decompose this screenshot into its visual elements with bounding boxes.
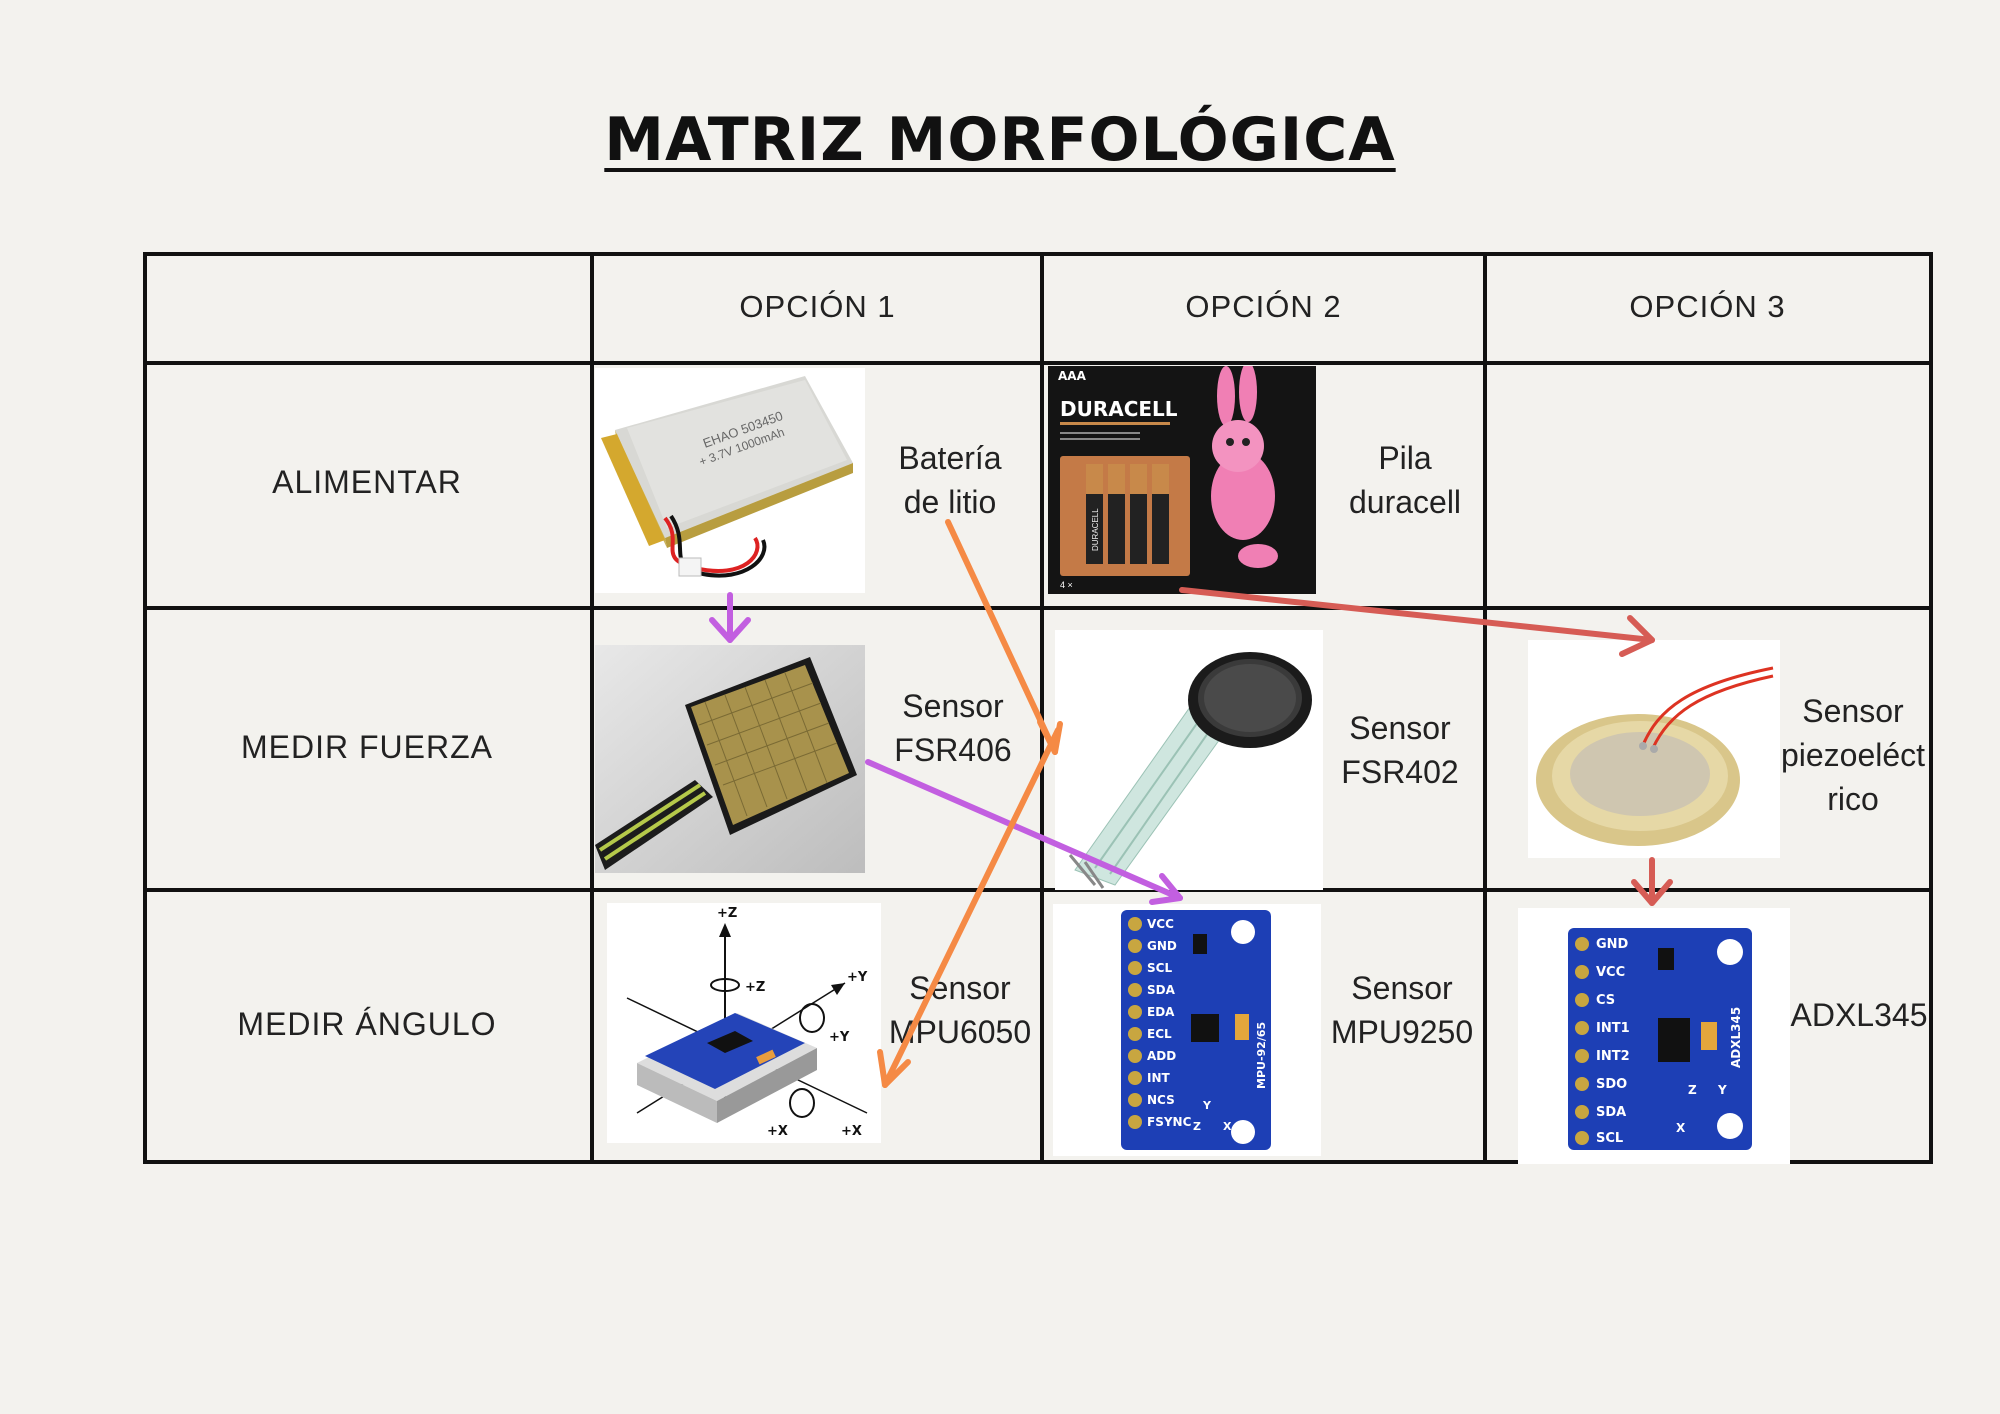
- svg-text:4 ×: 4 ×: [1060, 580, 1073, 590]
- caption-line: Sensor: [1351, 970, 1453, 1006]
- caption-line: FSR406: [894, 732, 1012, 768]
- column-divider: [1483, 256, 1487, 1160]
- column-header-option-1: OPCIÓN 1: [739, 289, 896, 324]
- caption-line: FSR402: [1341, 754, 1459, 790]
- svg-text:Z: Z: [1193, 1120, 1201, 1133]
- svg-text:Z: Z: [1688, 1083, 1697, 1097]
- svg-text:SCL: SCL: [1147, 961, 1172, 975]
- svg-text:+Y: +Y: [847, 970, 868, 985]
- lithium-battery-image: EHAO 503450 + 3.7V 1000mAh: [595, 368, 865, 593]
- caption-pila-duracell: Pila duracell: [1320, 430, 1490, 530]
- svg-text:MPU-92/65: MPU-92/65: [1255, 1022, 1268, 1089]
- svg-text:AAA: AAA: [1058, 369, 1087, 383]
- adxl345-sensor-image: GND VCC CS INT1 INT2 SDO SDA SCL ADXL345…: [1518, 908, 1790, 1164]
- caption-line: duracell: [1348, 484, 1462, 520]
- svg-text:SDO: SDO: [1596, 1077, 1627, 1092]
- caption-line: Sensor: [1349, 710, 1451, 746]
- fsr402-sensor-image: [1055, 630, 1323, 890]
- column-divider: [1040, 256, 1044, 1160]
- caption-line: ADXL345: [1790, 997, 1928, 1033]
- svg-text:GND: GND: [1147, 939, 1177, 953]
- row-label-medir-fuerza: MEDIR FUERZA: [241, 728, 493, 765]
- column-header-option-2: OPCIÓN 2: [1185, 289, 1342, 324]
- svg-text:ADD: ADD: [1147, 1049, 1176, 1063]
- svg-text:+X: +X: [767, 1124, 788, 1139]
- svg-text:CS: CS: [1596, 993, 1615, 1008]
- caption-line: Pila: [1378, 440, 1432, 476]
- svg-text:X: X: [1676, 1121, 1686, 1135]
- caption-line: Batería: [898, 440, 1002, 476]
- svg-text:ECL: ECL: [1147, 1027, 1172, 1041]
- svg-text:SDA: SDA: [1596, 1105, 1626, 1120]
- caption-line: rico: [1827, 781, 1879, 817]
- duracell-pack-image: AAA DURACELL DURACELL 4 ×: [1048, 366, 1316, 594]
- svg-text:SCL: SCL: [1596, 1131, 1623, 1146]
- row-divider: [147, 361, 1929, 365]
- row-label-alimentar: ALIMENTAR: [272, 464, 462, 500]
- caption-adxl345: ADXL345: [1784, 975, 1934, 1055]
- svg-text:Y: Y: [1717, 1083, 1727, 1097]
- caption-line: Sensor: [909, 970, 1011, 1006]
- svg-text:EDA: EDA: [1147, 1005, 1175, 1019]
- mpu9250-sensor-image: VCC GND SCL SDA EDA ECL ADD INT NCS FSYN…: [1053, 904, 1321, 1156]
- svg-text:+X: +X: [841, 1124, 862, 1139]
- caption-sensor-fsr406: Sensor FSR406: [868, 678, 1038, 778]
- caption-sensor-mpu9250: Sensor MPU9250: [1318, 960, 1486, 1060]
- caption-sensor-piezoelectrico: Sensor piezoeléct rico: [1778, 685, 1928, 825]
- caption-line: MPU9250: [1330, 1014, 1474, 1050]
- caption-line: de litio: [903, 484, 997, 520]
- svg-text:NCS: NCS: [1147, 1093, 1175, 1107]
- caption-sensor-mpu6050: Sensor MPU6050: [880, 960, 1040, 1060]
- svg-text:+Z: +Z: [717, 906, 737, 921]
- svg-text:X: X: [1223, 1120, 1232, 1133]
- svg-text:VCC: VCC: [1596, 965, 1625, 980]
- svg-text:GND: GND: [1596, 937, 1629, 952]
- svg-text:INT1: INT1: [1596, 1021, 1630, 1036]
- svg-text:SDA: SDA: [1147, 983, 1176, 997]
- caption-bateria-litio: Batería de litio: [870, 430, 1030, 530]
- svg-text:VCC: VCC: [1147, 917, 1174, 931]
- svg-text:DURACELL: DURACELL: [1091, 508, 1100, 551]
- piezo-sensor-image: [1528, 640, 1780, 858]
- svg-text:ADXL345: ADXL345: [1729, 1007, 1743, 1068]
- row-label-medir-angulo: MEDIR ÁNGULO: [237, 1005, 497, 1042]
- caption-line: Sensor: [902, 688, 1004, 724]
- column-divider: [590, 256, 594, 1160]
- svg-text:Y: Y: [1202, 1099, 1212, 1112]
- page-title: MATRIZ MORFOLÓGICA: [604, 105, 1396, 175]
- svg-text:INT: INT: [1147, 1071, 1171, 1085]
- svg-text:+Z: +Z: [745, 980, 765, 995]
- fsr406-sensor-image: [595, 645, 865, 873]
- caption-line: MPU6050: [888, 1014, 1032, 1050]
- svg-text:DURACELL: DURACELL: [1060, 397, 1178, 421]
- caption-line: piezoeléct: [1780, 737, 1926, 773]
- caption-line: Sensor: [1802, 693, 1904, 729]
- column-header-option-3: OPCIÓN 3: [1629, 289, 1786, 324]
- svg-text:+Y: +Y: [829, 1030, 850, 1045]
- mpu6050-sensor-image: +Z +Y +Z +Y +X +X: [607, 903, 881, 1143]
- svg-text:FSYNC: FSYNC: [1147, 1115, 1192, 1129]
- caption-sensor-fsr402: Sensor FSR402: [1320, 700, 1480, 800]
- svg-text:INT2: INT2: [1596, 1049, 1630, 1064]
